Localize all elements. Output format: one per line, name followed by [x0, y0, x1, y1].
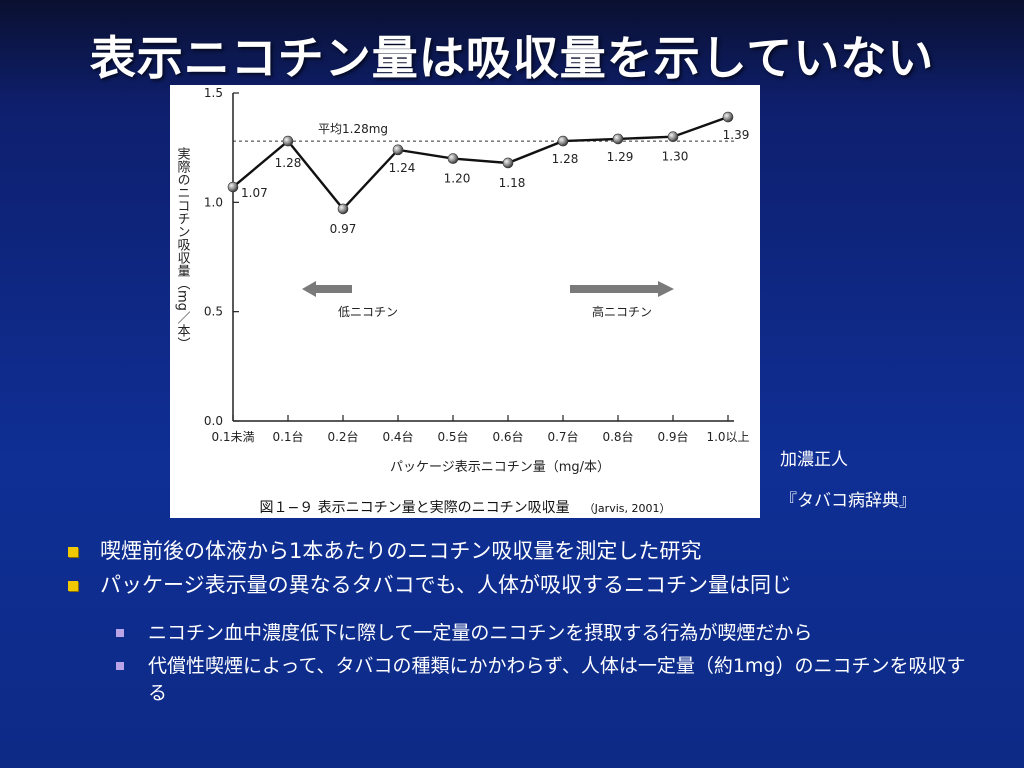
data-point	[227, 181, 239, 193]
figure-citation: （Jarvis, 2001）	[583, 502, 671, 515]
x-tick-label: 0.7台	[547, 429, 578, 444]
data-point	[337, 203, 349, 215]
data-label: 1.30	[662, 150, 689, 164]
nicotine-line-chart: 0.0 0.5 1.0 1.5 0.1未満 0.1台 0.2台 0.4台 0.5台 0.6台 0.7…	[175, 86, 750, 475]
book-note: 『タバコ病辞典』	[780, 491, 916, 511]
series-line	[232, 115, 729, 211]
sub-bullet-item: 代償性喫煙によって、タバコの種類にかかわらず、人体は一定量（約1mg）のニコチン…	[108, 653, 968, 707]
data-label: 1.07	[241, 186, 268, 200]
data-point	[392, 144, 404, 156]
x-tick-label: 0.2台	[327, 429, 358, 444]
data-label: 1.29	[607, 150, 634, 164]
data-point	[667, 131, 679, 143]
slide-title: 表示ニコチン量は吸収量を示していない	[89, 31, 935, 85]
x-tick-label: 0.9台	[657, 429, 688, 444]
data-label: 1.39	[723, 128, 750, 142]
sub-bullet-list: ニコチン血中濃度低下に際して一定量のニコチンを摂取する行為が喫煙だから 代償性喫…	[108, 620, 968, 713]
data-label: 1.18	[499, 176, 526, 190]
x-tick-label: 0.1未満	[211, 430, 254, 444]
x-tick-label: 0.5台	[437, 429, 468, 444]
data-point	[282, 135, 294, 147]
data-label: 1.28	[552, 152, 579, 166]
x-tick-label: 1.0以上	[706, 430, 749, 444]
x-axis-label: パッケージ表示ニコチン量（mg/本）	[390, 460, 610, 475]
data-point	[557, 135, 569, 147]
chart-figure: 0.0 0.5 1.0 1.5 0.1未満 0.1台 0.2台 0.4台 0.5台 0.6台 0.7…	[170, 85, 760, 518]
x-tick-label: 0.6台	[492, 429, 523, 444]
bullet-item: 喫煙前後の体液から1本あたりのニコチン吸収量を測定した研究	[60, 536, 990, 566]
data-label: 1.28	[275, 156, 302, 170]
low-nicotine-arrow	[302, 281, 352, 297]
data-label: 0.97	[330, 222, 357, 236]
data-point	[447, 153, 459, 164]
x-tick-label: 0.4台	[382, 429, 413, 444]
y-tick-label: 1.0	[204, 195, 223, 209]
high-nicotine-label: 高ニコチン	[592, 304, 652, 319]
data-label: 1.20	[444, 172, 471, 186]
data-point	[502, 157, 514, 169]
x-tick-label: 0.8台	[602, 429, 633, 444]
author-note: 加濃正人	[780, 450, 848, 470]
figure-caption-title: 図１−９ 表示ニコチン量と実際のニコチン吸収量	[259, 500, 570, 516]
x-tick-label: 0.1台	[272, 429, 303, 444]
high-nicotine-arrow	[570, 281, 674, 297]
y-tick-label: 0.5	[204, 305, 223, 319]
y-tick-label: 0.0	[204, 414, 223, 428]
bullet-list: 喫煙前後の体液から1本あたりのニコチン吸収量を測定した研究 パッケージ表示量の異…	[60, 536, 990, 605]
figure-caption: 図１−９ 表示ニコチン量と実際のニコチン吸収量 （Jarvis, 2001）	[170, 497, 760, 517]
data-point	[722, 111, 734, 123]
sub-bullet-item: ニコチン血中濃度低下に際して一定量のニコチンを摂取する行為が喫煙だから	[108, 620, 968, 647]
low-nicotine-label: 低ニコチン	[338, 305, 398, 319]
data-point	[612, 133, 624, 145]
y-tick-label: 1.5	[204, 86, 223, 100]
y-axis-label: 実際のニコチン吸収量（mg／本）	[175, 146, 191, 349]
bullet-item: パッケージ表示量の異なるタバコでも、人体が吸収するニコチン量は同じ	[60, 570, 990, 600]
data-label: 1.24	[389, 161, 416, 175]
average-reference-label: 平均1.28mg	[318, 122, 388, 136]
